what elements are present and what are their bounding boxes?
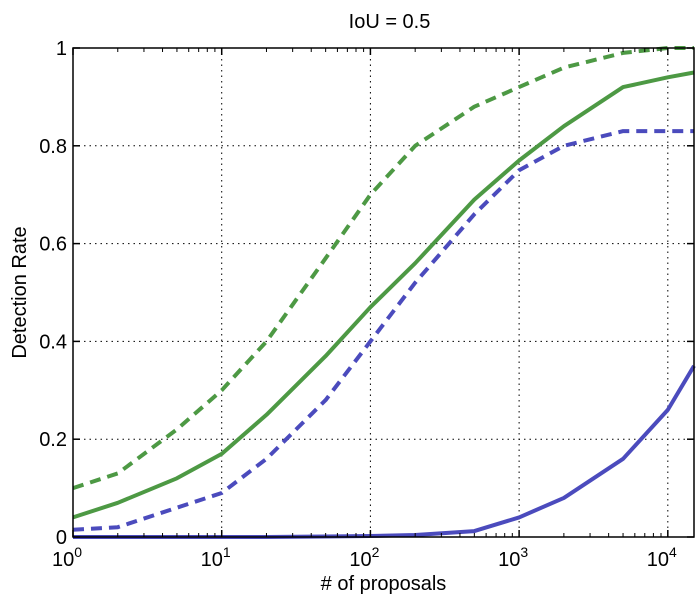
x-tick-base: 10 — [52, 549, 74, 571]
series-line-3 — [72, 129, 694, 532]
chart-title: IoU = 0.5 — [349, 11, 431, 33]
y-tick-label: 0.8 — [39, 136, 67, 158]
x-tick-label: 100 — [52, 544, 82, 571]
tick-marks — [72, 47, 694, 538]
axes-frame — [72, 47, 695, 538]
x-tick-labels: 100 101 102 103 104 — [52, 544, 677, 571]
x-tick-base: 10 — [349, 549, 371, 571]
x-tick-exponent: 0 — [74, 544, 82, 560]
y-tick-label: 0.4 — [39, 331, 67, 353]
y-tick-label: 1 — [56, 38, 67, 60]
x-tick-label: 101 — [201, 544, 231, 571]
y-tick-label: 0.2 — [39, 429, 67, 451]
x-tick-label: 103 — [498, 544, 528, 571]
x-tick-base: 10 — [647, 549, 669, 571]
x-axis-title: # of proposals — [321, 573, 447, 595]
x-tick-exponent: 3 — [520, 544, 528, 560]
y-axis-title: Detection Rate — [9, 226, 31, 358]
x-tick-exponent: 4 — [669, 544, 677, 560]
series-layer — [72, 46, 696, 539]
series-line-1 — [72, 46, 694, 491]
x-tick-exponent: 2 — [372, 544, 380, 560]
y-tick-labels: 0 0.2 0.4 0.6 0.8 1 — [39, 38, 67, 549]
series-line-2 — [72, 70, 695, 520]
x-tick-label: 104 — [647, 544, 677, 571]
x-tick-base: 10 — [498, 549, 520, 571]
x-tick-base: 10 — [201, 549, 223, 571]
y-tick-label: 0.6 — [39, 234, 67, 256]
x-tick-label: 102 — [349, 544, 379, 571]
y-tick-label: 0 — [56, 527, 67, 549]
x-tick-exponent: 1 — [223, 544, 231, 560]
